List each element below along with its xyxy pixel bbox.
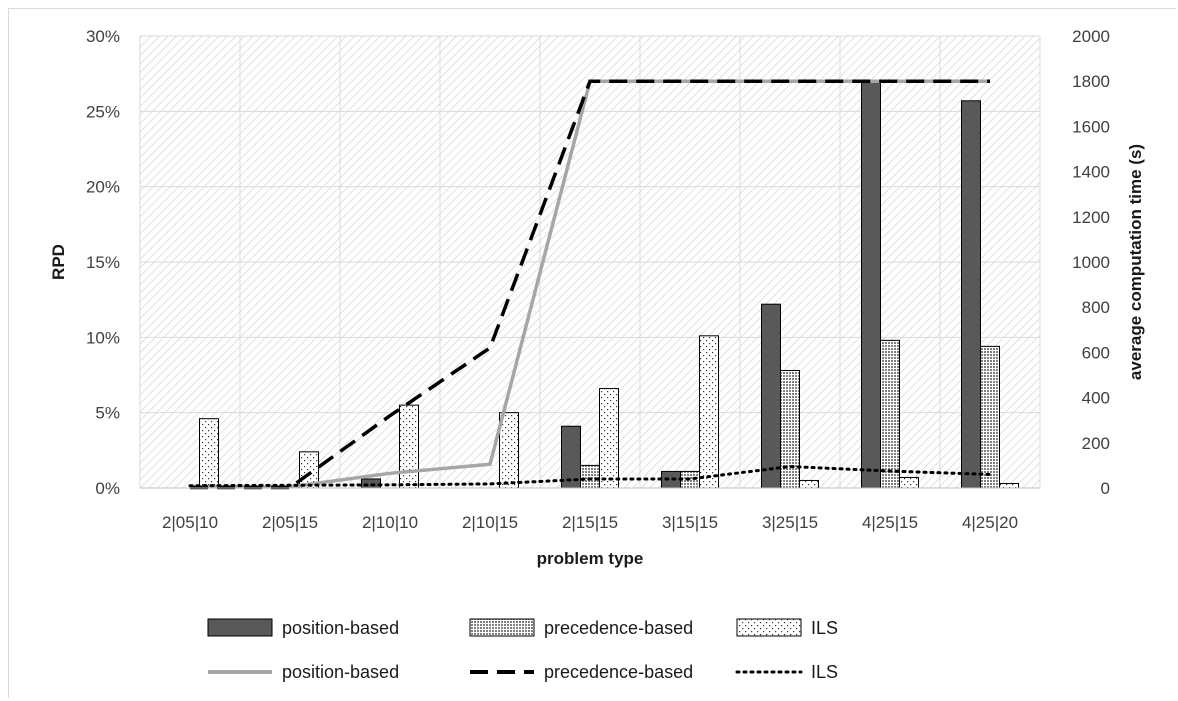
legend-label: precedence-based — [544, 662, 693, 682]
bar-ils — [399, 404, 419, 489]
bar-precedence-based — [980, 345, 1000, 489]
y2-tick-label: 600 — [1082, 343, 1110, 362]
x-tick-label: 2|15|15 — [562, 513, 618, 532]
line-ils — [188, 465, 992, 488]
bar-ils — [499, 412, 519, 489]
y-tick-label: 30% — [86, 27, 120, 46]
y-tick-label: 15% — [86, 253, 120, 272]
y2-tick-label: 1400 — [1072, 163, 1110, 182]
legend-label: ILS — [811, 662, 838, 682]
x-axis-title: problem type — [537, 549, 644, 568]
y2-tick-label: 1600 — [1072, 117, 1110, 136]
y2-tick-label: 0 — [1101, 479, 1110, 498]
line-precedence-based — [190, 79, 990, 490]
y-axis-title: RPD — [49, 244, 68, 280]
bar-precedence-based — [580, 464, 600, 489]
bar-ils — [899, 476, 919, 489]
y-tick-label: 25% — [86, 102, 120, 121]
y2-tick-label: 1000 — [1072, 253, 1110, 272]
left-axis-ticks: 0% 5% 10% 15% 20% 25% 30% — [86, 27, 120, 498]
bar-precedence-based — [780, 369, 800, 489]
x-tick-label: 3|25|15 — [762, 513, 818, 532]
bar-ils — [199, 418, 219, 489]
chart-frame — [8, 8, 1176, 698]
bar-position-based — [361, 478, 381, 489]
y2-tick-label: 800 — [1082, 298, 1110, 317]
legend-label: precedence-based — [544, 618, 693, 638]
x-tick-label: 3|15|15 — [662, 513, 718, 532]
legend-label: position-based — [282, 618, 399, 638]
legend: position-based precedence-based ILS positio… — [207, 618, 838, 682]
bar-series-group — [199, 80, 1019, 489]
line-series-group — [188, 79, 992, 490]
x-axis-ticks: 2|05|10 2|05|15 2|10|10 2|10|15 2|15|15 3|15|… — [162, 513, 1018, 532]
y-tick-label: 0% — [95, 479, 120, 498]
y2-tick-label: 1800 — [1072, 72, 1110, 91]
y-tick-label: 20% — [86, 178, 120, 197]
legend-swatch — [736, 618, 802, 637]
bar-precedence-based — [880, 339, 900, 489]
x-tick-label: 2|05|10 — [162, 513, 218, 532]
legend-swatch — [207, 618, 273, 637]
x-tick-label: 2|05|15 — [262, 513, 318, 532]
y-tick-label: 5% — [95, 404, 120, 423]
y2-tick-label: 2000 — [1072, 27, 1110, 46]
x-tick-label: 4|25|20 — [962, 513, 1018, 532]
x-tick-label: 2|10|10 — [362, 513, 418, 532]
bar-position-based — [961, 100, 981, 489]
bar-position-based — [661, 470, 681, 489]
bar-position-based — [861, 80, 881, 489]
y2-axis-title: average computation time (s) — [1126, 144, 1145, 380]
legend-label: position-based — [282, 662, 399, 682]
bar-ils — [599, 388, 619, 489]
y2-tick-label: 1200 — [1072, 208, 1110, 227]
bar-ils — [699, 335, 719, 489]
bar-ils — [799, 479, 819, 489]
right-axis-ticks: 0 200 400 600 800 1000 1200 1400 1600 1800 2000 — [1072, 27, 1110, 498]
bar-position-based — [761, 303, 781, 489]
legend-swatch — [469, 618, 535, 637]
x-tick-label: 2|10|15 — [462, 513, 518, 532]
y2-tick-label: 200 — [1082, 434, 1110, 453]
legend-label: ILS — [811, 618, 838, 638]
bar-ils — [999, 482, 1019, 489]
x-tick-label: 4|25|15 — [862, 513, 918, 532]
y2-tick-label: 400 — [1082, 389, 1110, 408]
y-tick-label: 10% — [86, 328, 120, 347]
